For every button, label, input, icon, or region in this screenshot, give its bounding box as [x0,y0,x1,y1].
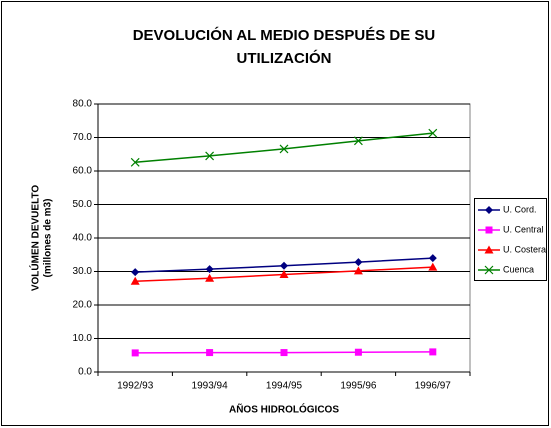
marker [428,262,438,271]
marker [353,136,363,146]
marker [354,258,363,267]
marker [205,265,214,274]
marker [279,270,289,279]
x-tick-label: 1996/97 [415,381,452,392]
chart-title: DEVOLUCIÓN AL MEDIO DESPUÉS DE SU [133,26,436,44]
legend-marker [485,226,493,234]
y-axis-label: (millones de m3) [43,199,54,278]
legend-label: U. Costera [503,244,546,254]
marker [205,273,215,282]
y-axis-label: VOLÚMEN DEVUELTO [29,185,42,292]
y-tick-label: 80.0 [73,99,93,110]
x-tick-label: 1995/96 [340,381,377,392]
legend-marker [484,265,494,275]
y-tick-label: 0.0 [78,367,92,378]
marker [428,128,438,138]
marker [130,276,140,285]
x-tick-label: 1992/93 [117,381,154,392]
y-tick-label: 10.0 [73,333,93,344]
y-tick-label: 50.0 [73,199,93,210]
legend-label: Cuenca [503,264,534,274]
y-tick-label: 40.0 [73,233,93,244]
legend-label: U. Cord. [503,204,537,214]
marker [428,254,437,263]
x-tick-label: 1994/95 [266,381,303,392]
marker [280,261,288,270]
marker [354,348,362,356]
marker [206,349,214,357]
marker [280,349,288,357]
y-tick-label: 30.0 [73,266,93,277]
marker [131,268,140,277]
y-tick-label: 70.0 [73,132,93,143]
marker [205,151,215,161]
legend-marker [485,206,493,214]
chart-title: UTILIZACIÓN [237,49,332,67]
y-tick-label: 60.0 [73,166,93,177]
x-axis-label: AÑOS HIDROLÓGICOS [229,403,339,416]
x-tick-label: 1993/94 [192,381,229,392]
marker [429,348,437,356]
marker [279,144,289,154]
legend-marker [484,245,494,254]
marker [130,157,140,167]
legend-label: U. Central [503,224,544,234]
marker [353,266,363,275]
y-tick-label: 20.0 [73,300,93,311]
marker [131,349,139,357]
